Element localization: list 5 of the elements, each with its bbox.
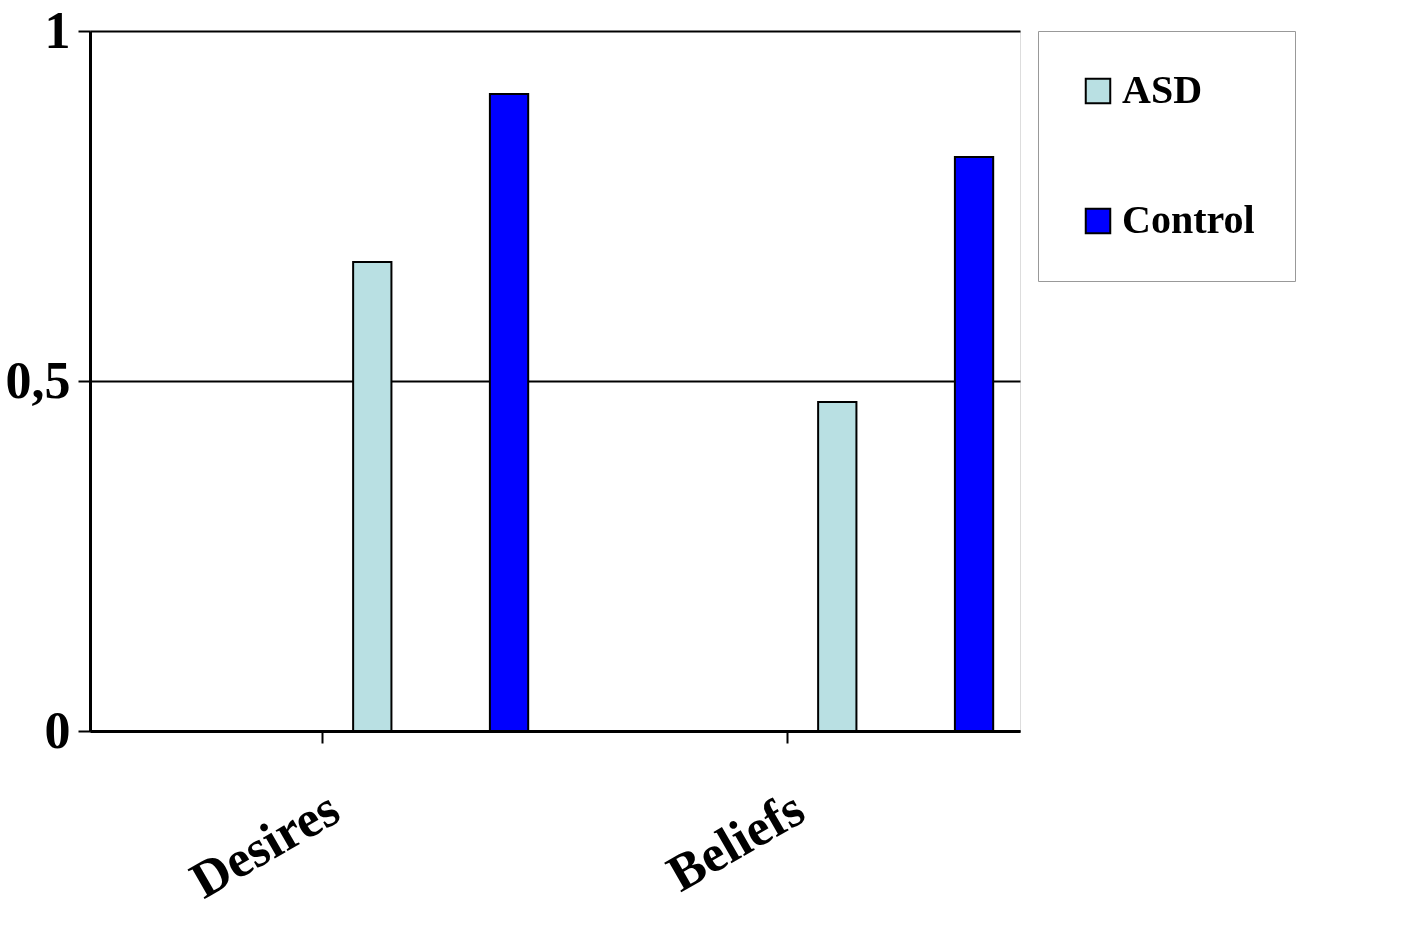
y-tick-label: 0 — [44, 701, 71, 759]
legend-label: Control — [1122, 197, 1255, 242]
y-tick-label: 1 — [44, 1, 71, 59]
legend-label: ASD — [1122, 67, 1203, 112]
y-tick-label: 0,5 — [5, 351, 71, 409]
